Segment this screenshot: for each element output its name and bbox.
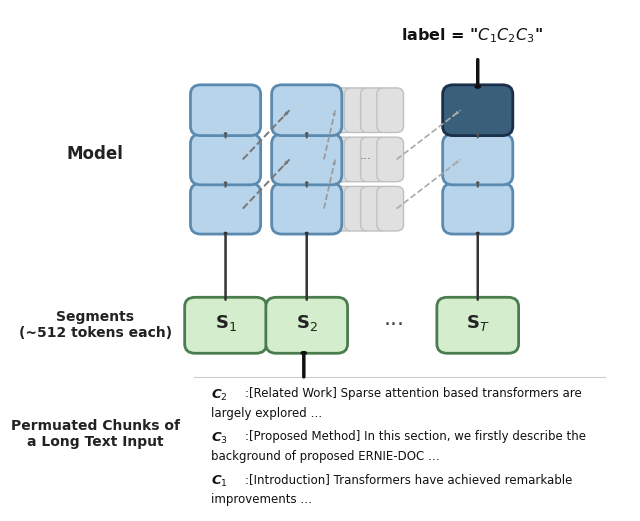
FancyBboxPatch shape	[185, 297, 266, 353]
Text: :[Related Work] Sparse attention based transformers are: :[Related Work] Sparse attention based t…	[244, 388, 581, 401]
Text: Permuated Chunks of
a Long Text Input: Permuated Chunks of a Long Text Input	[11, 419, 180, 449]
Text: label = "$\boldsymbol{C_1 C_2 C_3}$": label = "$\boldsymbol{C_1 C_2 C_3}$"	[401, 26, 543, 45]
FancyBboxPatch shape	[443, 85, 513, 135]
Text: :[Introduction] Transformers have achieved remarkable: :[Introduction] Transformers have achiev…	[244, 474, 572, 487]
FancyBboxPatch shape	[437, 297, 518, 353]
FancyBboxPatch shape	[377, 187, 404, 231]
Text: largely explored …: largely explored …	[211, 407, 323, 420]
FancyBboxPatch shape	[344, 187, 371, 231]
FancyBboxPatch shape	[328, 187, 355, 231]
FancyBboxPatch shape	[360, 88, 387, 132]
FancyBboxPatch shape	[191, 134, 260, 185]
Text: $\mathbf{S}_1$: $\mathbf{S}_1$	[214, 313, 237, 333]
FancyBboxPatch shape	[443, 183, 513, 234]
FancyBboxPatch shape	[328, 88, 355, 132]
FancyBboxPatch shape	[328, 137, 355, 182]
Text: :[Proposed Method] In this section, we firstly describe the: :[Proposed Method] In this section, we f…	[244, 430, 586, 443]
Text: background of proposed ERNIE-DOC …: background of proposed ERNIE-DOC …	[211, 450, 440, 463]
Text: improvements …: improvements …	[211, 493, 312, 506]
FancyBboxPatch shape	[271, 183, 342, 234]
FancyBboxPatch shape	[377, 88, 404, 132]
FancyBboxPatch shape	[271, 85, 342, 135]
FancyBboxPatch shape	[377, 137, 404, 182]
FancyBboxPatch shape	[360, 187, 387, 231]
FancyBboxPatch shape	[191, 183, 260, 234]
Text: Segments
(~512 tokens each): Segments (~512 tokens each)	[19, 310, 172, 340]
Text: Model: Model	[67, 145, 124, 163]
FancyBboxPatch shape	[266, 297, 348, 353]
FancyBboxPatch shape	[344, 137, 371, 182]
Text: $\mathbf{S}_2$: $\mathbf{S}_2$	[296, 313, 317, 333]
FancyBboxPatch shape	[443, 134, 513, 185]
FancyBboxPatch shape	[191, 85, 260, 135]
Text: $\boldsymbol{C}_{2}$: $\boldsymbol{C}_{2}$	[211, 388, 228, 403]
Text: ···: ···	[360, 153, 372, 166]
Text: $\mathbf{S}_T$: $\mathbf{S}_T$	[466, 313, 490, 333]
FancyBboxPatch shape	[344, 88, 371, 132]
Text: $\boldsymbol{C}_{1}$: $\boldsymbol{C}_{1}$	[211, 474, 228, 489]
Text: $\boldsymbol{C}_{3}$: $\boldsymbol{C}_{3}$	[211, 430, 228, 445]
FancyBboxPatch shape	[360, 137, 387, 182]
Text: ···: ···	[383, 315, 404, 336]
FancyBboxPatch shape	[271, 134, 342, 185]
